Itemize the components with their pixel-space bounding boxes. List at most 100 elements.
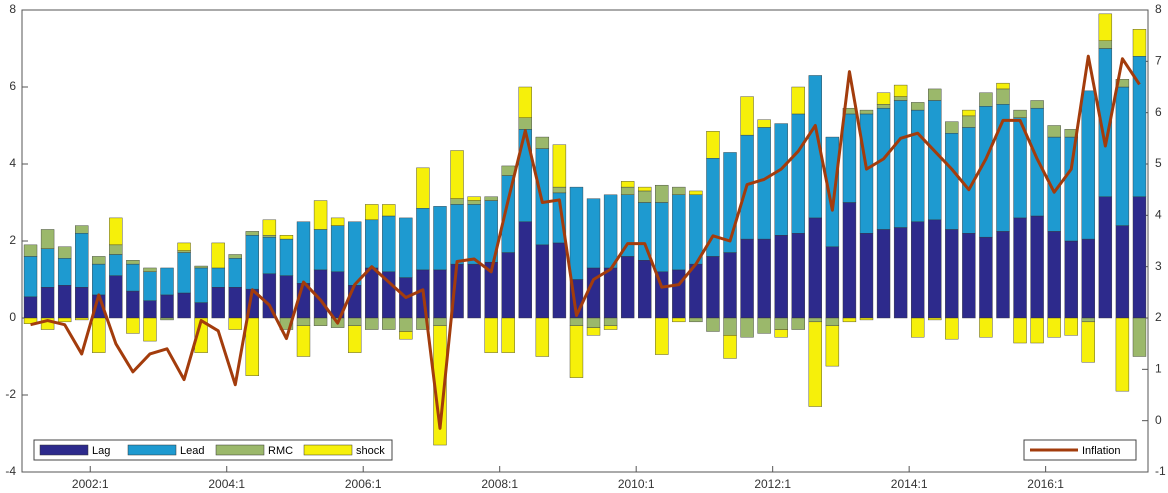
bar-segment [859,317,874,321]
legend-swatch [215,444,265,456]
bar-segment [569,325,584,378]
bar-segment [450,198,464,205]
bar-segment [245,231,260,236]
bar-segment [57,246,72,259]
y-tick-label: -4 [5,464,16,478]
bar-segment [910,317,925,338]
bar-segment [467,200,481,205]
bar-segment [535,136,550,149]
bar-segment [928,100,942,221]
bar-segment [910,221,925,319]
bar-segment [279,235,294,240]
bar-segment [672,194,686,271]
bar-segment [143,317,157,342]
bar-segment [893,100,908,228]
bar-segment [620,186,635,196]
y-tick-label: -2 [5,387,16,401]
bar-segment [757,119,771,128]
y2-tick-label: 4 [1155,208,1162,222]
legend-swatch [39,444,89,456]
bar-segment [1030,100,1044,109]
bar-segment [143,300,157,319]
bar-segment [57,285,72,319]
bar-segment [57,258,72,286]
bar-segment [330,225,345,273]
bar-segment [126,290,140,319]
bar-segment [825,246,840,319]
bar-segment [484,317,498,353]
bar-segment [23,256,38,298]
bar-segment [876,92,891,105]
bar-segment [109,217,123,246]
bar-segment [75,317,89,321]
bar-segment [296,317,311,326]
y-tick-label: 4 [9,156,16,170]
bar-segment [740,96,754,136]
bar-segment [467,196,481,201]
x-tick-label: 2006:1 [345,477,382,491]
bar-segment [382,317,396,330]
bar-segment [655,184,669,203]
bar-segment [655,202,669,273]
legend-swatch [303,444,353,456]
bar-segment [859,109,874,115]
x-tick-label: 2016:1 [1027,477,1064,491]
bar-segment [791,113,805,234]
bar-segment [928,219,942,319]
bar-segment [433,317,447,326]
bar-segment [1013,317,1027,344]
bar-segment [57,317,72,323]
bar-segment [279,275,294,319]
bar-segment [774,329,788,338]
bar-segment [791,317,805,330]
bar-segment [109,244,123,255]
bar-segment [92,256,106,265]
bar-segment [876,229,891,319]
bar-segment [347,285,362,319]
bar-segment [501,252,515,319]
bar-segment [416,317,430,330]
bar-segment [689,263,703,319]
legend-box [1023,439,1137,461]
bar-segment [501,317,515,353]
y2-tick-label: 0 [1155,413,1162,427]
bar-segment [825,325,840,367]
bar-segment [928,317,942,321]
bar-segment [109,254,123,276]
bar-segment [569,317,584,326]
bar-segment [825,136,840,247]
y2-tick-label: 6 [1155,105,1162,119]
bar-segment [825,317,840,326]
bar-segment [945,317,959,340]
bar-segment [672,186,686,196]
y-tick-label: 8 [9,2,16,16]
bar-segment [842,317,857,323]
bar-segment [313,229,328,271]
bar-segment [1115,79,1130,88]
plot-frame [21,9,1149,473]
bar-segment [40,229,55,249]
bar-segment [1115,86,1130,226]
bar-segment [211,242,225,269]
bar-segment [40,317,55,330]
bar-segment [638,260,652,319]
bar-segment [808,321,823,407]
bar-segment [399,317,413,332]
legend-box [33,439,393,461]
bar-segment [382,204,396,217]
bar-segment [1047,231,1061,319]
bar-segment [689,190,703,195]
bar-segment [723,335,737,359]
bar-segment [552,242,567,319]
bar-segment [313,200,328,230]
bar-segment [586,327,601,336]
bar-segment [399,217,413,278]
legend-label: Lead [180,445,204,457]
bar-segment [723,317,737,336]
bar-segment [75,287,89,319]
bar-segment [126,317,140,334]
x-tick-label: 2010:1 [618,477,655,491]
bar-segment [706,131,720,159]
x-tick-label: 2012:1 [754,477,791,491]
bar-segment [160,267,174,296]
